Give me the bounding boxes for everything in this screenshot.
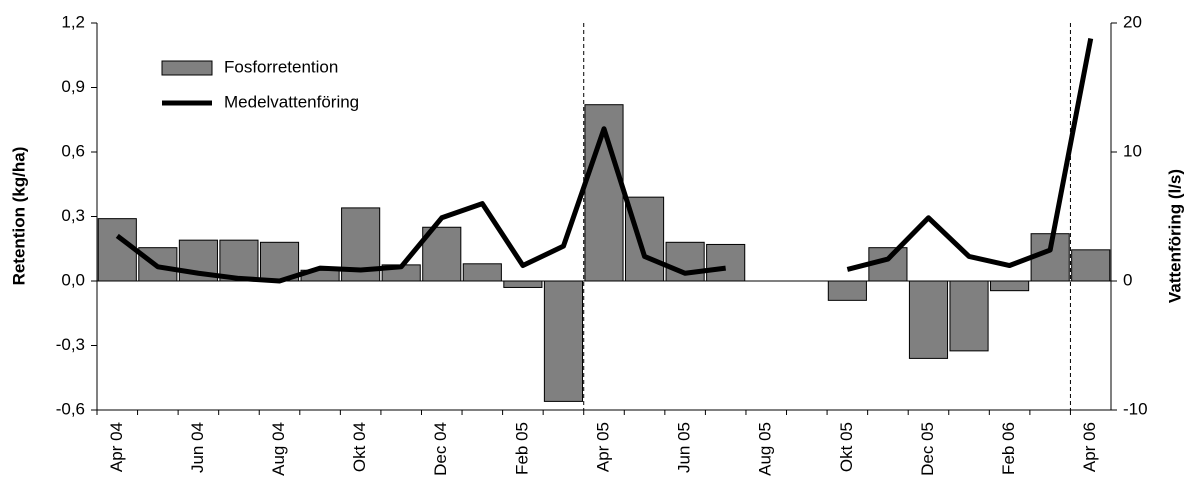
bar: [543, 280, 584, 402]
y-tick-label: -0,6: [56, 399, 85, 418]
bar: [462, 263, 502, 282]
legend-swatch: [161, 60, 213, 76]
x-tick-label: Dec 04: [431, 422, 450, 476]
x-tick-label: Apr 06: [1080, 422, 1099, 472]
line: [846, 38, 1094, 272]
x-tick-label: Aug 05: [756, 422, 775, 476]
x-tick-label: Okt 04: [350, 422, 369, 472]
y2-tick-label: 20: [1123, 12, 1142, 31]
x-tick-label: Jun 05: [675, 422, 694, 473]
x-tick-label: Feb 06: [999, 422, 1018, 475]
line: [115, 126, 726, 284]
bar: [827, 280, 867, 301]
legend-label: Medelvattenföring: [224, 92, 359, 111]
bar: [706, 243, 746, 282]
y2-tick-label: 10: [1123, 141, 1142, 160]
x-tick-label: Feb 05: [512, 422, 531, 475]
bar: [1071, 249, 1111, 282]
x-tick-label: Jun 04: [188, 422, 207, 473]
x-tick-label: Apr 05: [593, 422, 612, 472]
y2-tick-label: 0: [1123, 270, 1132, 289]
legend-label: Fosforretention: [224, 57, 338, 76]
bar: [908, 280, 949, 359]
y-tick-label: 0,0: [61, 270, 85, 289]
x-tick-label: Okt 05: [837, 422, 856, 472]
y-axis-title: Retention (kg/ha): [9, 147, 28, 286]
y2-tick-label: -10: [1123, 399, 1148, 418]
x-tick-label: Dec 05: [918, 422, 937, 476]
bar: [503, 280, 543, 288]
x-tick-label: Aug 04: [269, 422, 288, 476]
y-tick-label: 0,6: [61, 141, 85, 160]
bar: [949, 280, 989, 352]
y2-axis-title: Vattenföring (l/s): [1165, 169, 1184, 303]
bar: [97, 218, 137, 282]
y-tick-label: 1,2: [61, 12, 85, 31]
y-tick-label: 0,3: [61, 206, 85, 225]
y-tick-label: 0,9: [61, 77, 85, 96]
bar: [219, 239, 259, 282]
y-tick-label: -0,3: [56, 335, 85, 354]
bar: [990, 280, 1030, 292]
x-tick-label: Apr 04: [107, 422, 126, 472]
